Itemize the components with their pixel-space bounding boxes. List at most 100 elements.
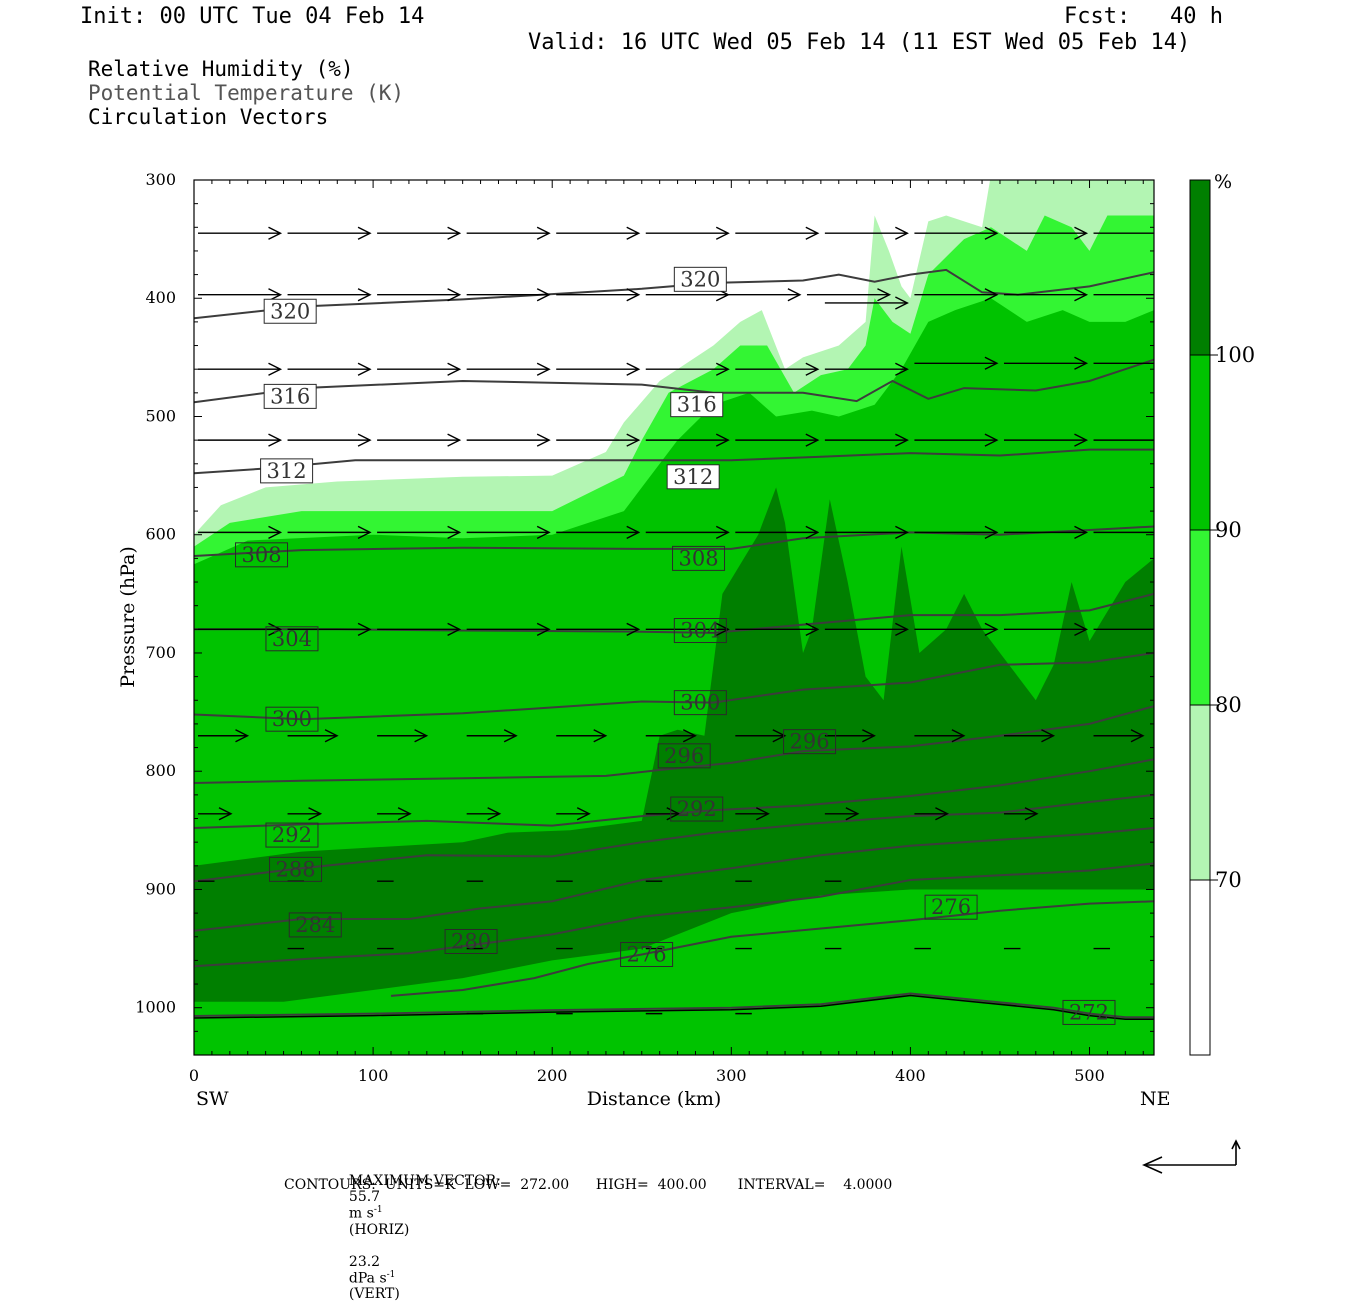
wind-vector: [914, 433, 999, 447]
wind-vector: [198, 807, 233, 821]
valid-time: Valid: 16 UTC Wed 05 Feb 14 (11 EST Wed …: [528, 30, 1191, 55]
colorbar-segment: [1189, 879, 1211, 1056]
sw-label: SW: [196, 1088, 229, 1110]
contour-label: 316: [670, 392, 724, 418]
wind-vector: [466, 226, 551, 240]
contour-info: CONTOURS: UNITS=K LOW= 272.00 HIGH= 400.…: [284, 1177, 893, 1193]
wind-vector: [377, 433, 462, 447]
contour-label: 276: [924, 894, 978, 920]
contour-label-text: 312: [267, 459, 307, 483]
contour-label-text: 316: [677, 393, 717, 417]
wind-vector: [377, 807, 412, 821]
wind-vector: [198, 525, 283, 539]
wind-vector: [824, 362, 909, 376]
wind-vector: [198, 226, 283, 240]
contour-label: 284: [288, 912, 342, 938]
wind-vector: [1003, 226, 1089, 240]
wind-vector: [645, 433, 730, 447]
wind-vector: [556, 729, 608, 743]
wind-vector: [735, 622, 820, 636]
wind-vector: [914, 525, 999, 539]
wind-vector: [377, 362, 462, 376]
x-tick-label: 500: [1074, 1066, 1105, 1085]
wind-vector: [735, 362, 820, 376]
contour-label: 316: [263, 383, 317, 409]
wind-vector: [1003, 433, 1089, 447]
wind-vector: [287, 288, 372, 302]
contour-label-text: 288: [276, 857, 316, 881]
wind-vector: [735, 729, 787, 743]
wind-vector: [466, 433, 551, 447]
contour-label: 308: [235, 542, 289, 568]
contour-label-text: 296: [664, 744, 704, 768]
contour-label-text: 284: [295, 913, 335, 937]
wind-vector: [914, 729, 966, 743]
x-tick-label: 400: [895, 1066, 926, 1085]
wind-vector: [1093, 362, 1154, 364]
wind-vector: [1093, 531, 1154, 534]
forecast-hour: Fcst: 40 h: [1064, 4, 1223, 29]
wind-vector: [198, 622, 283, 636]
max-horiz-tag: (HORIZ): [348, 1221, 410, 1238]
contour-label: 300: [673, 690, 727, 716]
theta-contour-316: [194, 358, 1154, 404]
colorbar-segment: [1189, 529, 1211, 706]
x-tick-label: 0: [189, 1066, 199, 1085]
colorbar-unit: %: [1214, 171, 1232, 193]
contour-label-text: 276: [627, 942, 667, 966]
max-horiz-unit: m s: [348, 1205, 374, 1222]
init-time: Init: 00 UTC Tue 04 Feb 14: [80, 4, 425, 29]
wind-vector: [645, 729, 697, 743]
colorbar-segment: [1189, 179, 1211, 356]
wind-vector: [735, 226, 820, 240]
wind-vector: [824, 622, 909, 636]
contour-label-text: 304: [272, 627, 312, 651]
wind-vector: [287, 433, 372, 447]
wind-vector: [645, 226, 730, 240]
contour-label: 312: [260, 458, 314, 484]
colorbar-label: 100: [1215, 343, 1255, 367]
contour-label: 292: [265, 822, 319, 848]
wind-vector: [1003, 288, 1089, 302]
contour-label-text: 276: [931, 895, 971, 919]
wind-vector: [735, 807, 770, 821]
contour-label-text: 300: [680, 691, 720, 715]
wind-vector: [824, 525, 909, 539]
contour-label-text: 280: [451, 929, 491, 953]
contour-label: 304: [265, 626, 319, 652]
wind-vector: [466, 525, 551, 539]
y-tick-label: 1000: [135, 998, 176, 1017]
contour-label-text: 296: [790, 730, 830, 754]
wind-vector: [1093, 439, 1154, 441]
max-vert-value: 23.2: [348, 1253, 381, 1270]
max-vert-unit: dPa s: [348, 1270, 387, 1287]
theta-contour-284: [194, 827, 1154, 932]
colorbar-segment: [1189, 704, 1211, 881]
contour-label: 292: [670, 796, 724, 822]
ne-label: NE: [1140, 1088, 1171, 1110]
reference-vector-icon: [1142, 1139, 1241, 1174]
y-tick-label: 500: [145, 406, 176, 425]
y-tick-label: 900: [145, 879, 176, 898]
contour-label: 272: [1062, 999, 1116, 1025]
contour-label: 304: [673, 618, 727, 644]
colorbar-label: 70: [1215, 868, 1242, 892]
wind-vector: [287, 729, 339, 743]
wind-vector: [1003, 807, 1039, 821]
y-tick-label: 800: [145, 761, 176, 780]
wind-vector: [287, 622, 372, 636]
rh-region-over: [194, 487, 1154, 1002]
contour-label-text: 292: [272, 823, 312, 847]
wind-vector: [1093, 628, 1154, 631]
contour-label: 280: [444, 928, 498, 954]
wind-vector: [198, 433, 283, 447]
wind-vector: [556, 226, 641, 240]
wind-vector: [198, 288, 283, 302]
wind-vector: [735, 433, 820, 447]
wind-vector: [287, 807, 323, 821]
wind-vector: [824, 226, 909, 240]
wind-vector: [287, 226, 372, 240]
wind-vector: [914, 622, 999, 636]
legend-theta: Potential Temperature (K): [88, 81, 405, 105]
wind-vector: [914, 226, 999, 240]
